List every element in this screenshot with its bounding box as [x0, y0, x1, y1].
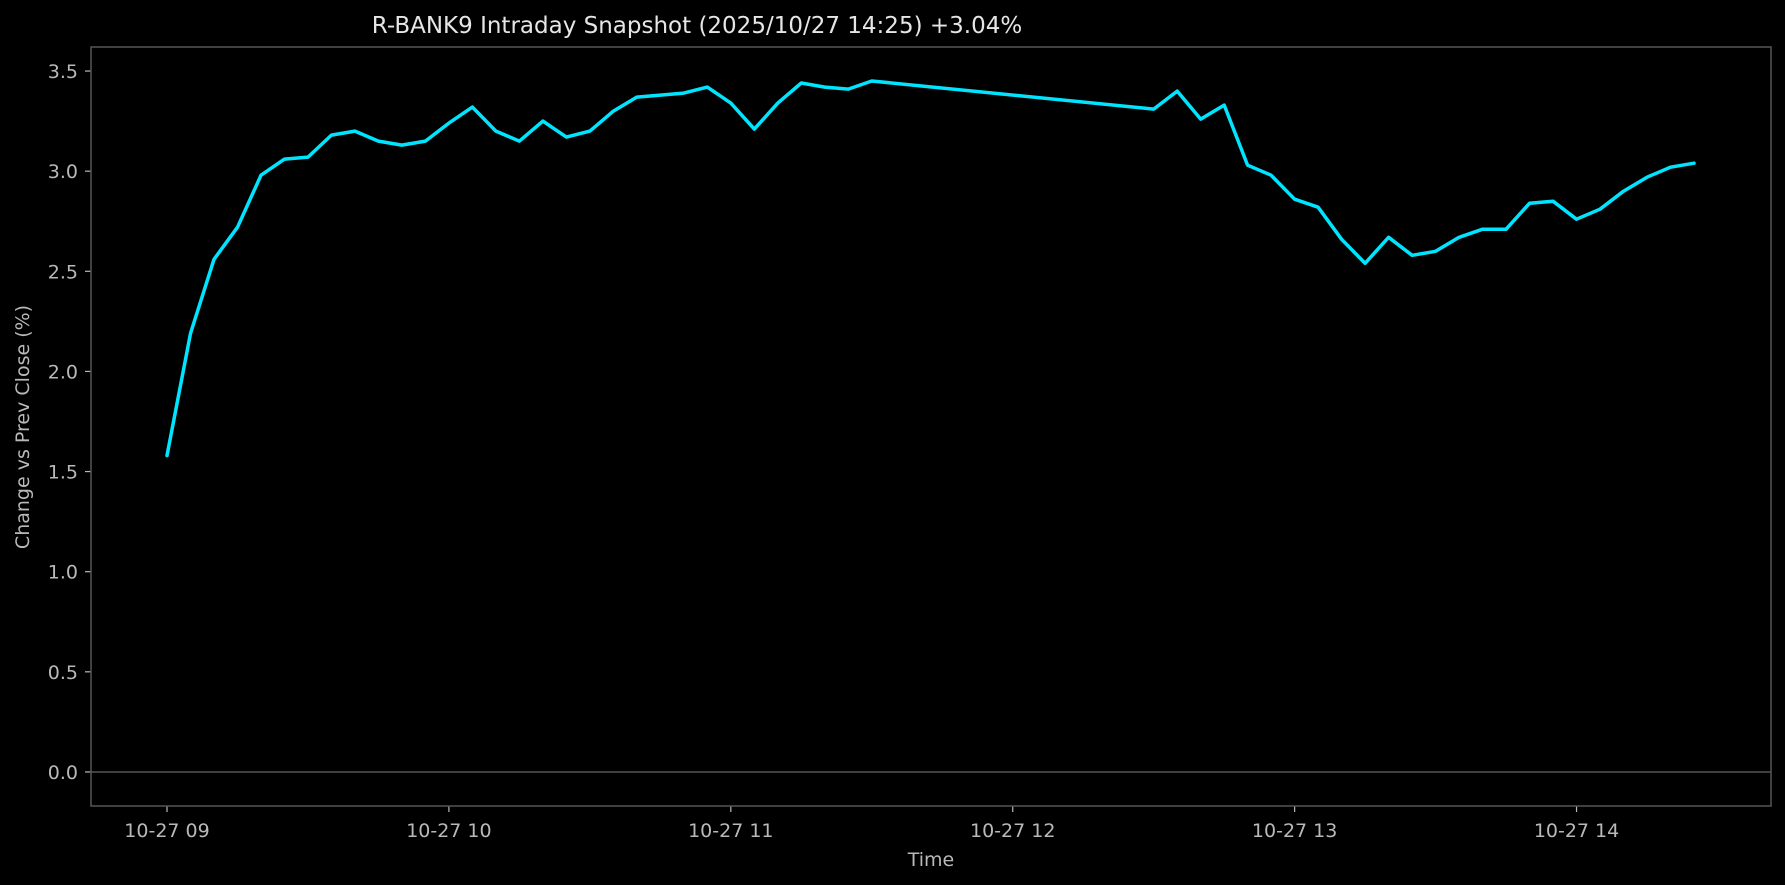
y-tick-label: 1.5 — [48, 462, 78, 484]
x-tick-label: 10-27 13 — [1252, 820, 1337, 842]
series-line — [165, 79, 1696, 458]
y-tick-label: 2.0 — [48, 361, 78, 383]
x-tick-label: 10-27 12 — [970, 820, 1055, 842]
x-tick-label: 10-27 09 — [124, 820, 209, 842]
y-tick-label: 0.0 — [48, 762, 78, 784]
y-tick-label: 1.0 — [48, 562, 78, 584]
chart-title: R-BANK9 Intraday Snapshot (2025/10/27 14… — [372, 13, 1022, 39]
x-tick-label: 10-27 11 — [688, 820, 773, 842]
axis-ticks: 0.0 0.5 1.0 1.5 2.0 2.5 3.0 3.5 10-27 09 10-27 10… — [48, 61, 1619, 842]
y-tick-label: 3.5 — [48, 61, 78, 83]
plot-frame — [90, 46, 1772, 807]
y-tick-label: 0.5 — [48, 662, 78, 684]
y-tick-label: 2.5 — [48, 261, 78, 283]
x-axis-label: Time — [907, 849, 955, 871]
x-tick-label: 10-27 10 — [406, 820, 491, 842]
y-tick-label: 3.0 — [48, 161, 78, 183]
y-axis-label: Change vs Prev Close (%) — [12, 305, 34, 549]
x-tick-label: 10-27 14 — [1534, 820, 1619, 842]
